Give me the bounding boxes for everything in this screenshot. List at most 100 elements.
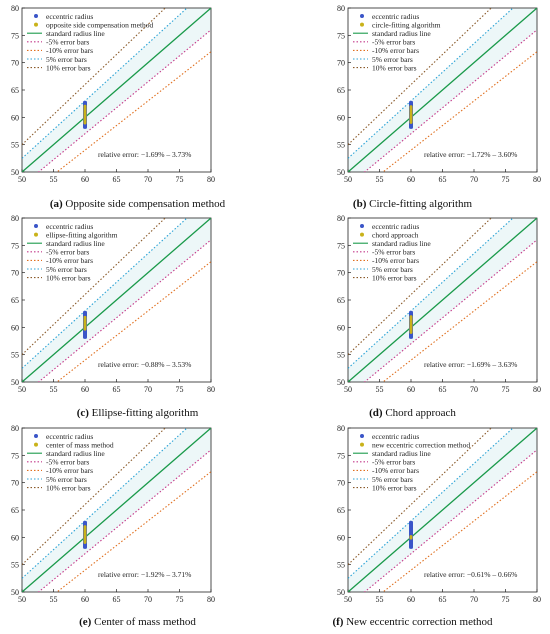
caption-b: (b) Circle-fitting algorithm bbox=[275, 198, 550, 210]
x-tick-label-f-75: 75 bbox=[502, 595, 510, 604]
y-tick-label-e-50: 50 bbox=[11, 588, 19, 597]
x-tick-label-d-55: 55 bbox=[376, 385, 384, 394]
y-tick-label-b-65: 65 bbox=[337, 86, 345, 95]
legend-label-scatter-b: eccentric radius bbox=[372, 12, 419, 21]
scatter-method-c bbox=[83, 315, 87, 331]
line-minus5-a bbox=[37, 29, 211, 172]
x-tick-label-c-80: 80 bbox=[207, 385, 215, 394]
y-tick-label-e-65: 65 bbox=[11, 506, 19, 515]
legend-marker-method-f bbox=[360, 442, 364, 447]
legend-label-scatter-d: eccentric radius bbox=[372, 222, 419, 231]
legend-marker-method-e bbox=[34, 442, 38, 447]
y-tick-label-f-60: 60 bbox=[337, 533, 345, 542]
y-tick-label-b-55: 55 bbox=[337, 141, 345, 150]
y-tick-label-a-60: 60 bbox=[11, 113, 19, 122]
legend-label-method-d: chord approach bbox=[372, 230, 419, 239]
y-tick-label-e-80: 80 bbox=[11, 424, 19, 433]
caption-letter-d: (d) bbox=[369, 407, 383, 419]
line-minus10-c bbox=[56, 261, 211, 382]
legend-label-minus5-a: -5% error bars bbox=[46, 38, 89, 47]
legend-label-minus5-d: -5% error bars bbox=[372, 248, 415, 257]
line-standard-c bbox=[22, 218, 211, 382]
y-tick-label-c-80: 80 bbox=[11, 214, 19, 223]
x-tick-label-b-70: 70 bbox=[470, 175, 478, 184]
legend-label-plus10-d: 10% error bars bbox=[372, 273, 417, 282]
line-plus5-e bbox=[22, 428, 188, 579]
scatter-method-b bbox=[409, 105, 413, 124]
line-standard-d bbox=[348, 218, 537, 382]
line-standard-e bbox=[22, 428, 211, 592]
x-tick-label-a-80: 80 bbox=[207, 175, 215, 184]
x-tick-label-a-60: 60 bbox=[81, 175, 89, 184]
line-minus10-a bbox=[56, 51, 211, 172]
x-tick-label-d-75: 75 bbox=[502, 385, 510, 394]
y-tick-label-f-65: 65 bbox=[337, 506, 345, 515]
legend-label-minus10-e: -10% error bars bbox=[46, 466, 93, 475]
legend-marker-method-a bbox=[34, 22, 38, 27]
legend-label-method-f: new eccentric correction method bbox=[372, 440, 470, 449]
line-plus5-c bbox=[22, 218, 188, 369]
y-tick-label-e-70: 70 bbox=[11, 479, 19, 488]
relative-error-e: relative error: −1.92% – 3.71% bbox=[98, 570, 191, 579]
line-plus5-f bbox=[348, 428, 514, 579]
caption-d: (d) Chord approach bbox=[275, 407, 550, 419]
x-tick-label-f-55: 55 bbox=[376, 595, 384, 604]
x-tick-label-d-80: 80 bbox=[533, 385, 541, 394]
y-tick-label-b-70: 70 bbox=[337, 59, 345, 68]
line-standard-a bbox=[22, 8, 211, 172]
legend-label-method-c: ellipse-fitting algorithm bbox=[46, 230, 118, 239]
x-tick-label-d-60: 60 bbox=[407, 385, 415, 394]
legend-label-standard-d: standard radius line bbox=[372, 239, 431, 248]
y-tick-label-a-70: 70 bbox=[11, 59, 19, 68]
caption-c: (c) Ellipse-fitting algorithm bbox=[0, 407, 275, 419]
legend-marker-scatter-a bbox=[34, 14, 38, 18]
relative-error-b: relative error: −1.72% – 3.60% bbox=[424, 150, 517, 159]
caption-a: (a) Opposite side compensation method bbox=[0, 198, 275, 210]
x-tick-label-a-70: 70 bbox=[144, 175, 152, 184]
relative-error-c: relative error: −0.88% – 3.53% bbox=[98, 360, 191, 369]
y-tick-label-c-65: 65 bbox=[11, 296, 19, 305]
legend-marker-scatter-e bbox=[34, 434, 38, 438]
y-tick-label-d-75: 75 bbox=[337, 241, 345, 250]
x-tick-label-a-75: 75 bbox=[176, 175, 184, 184]
line-minus5-b bbox=[363, 29, 537, 172]
line-plus10-b bbox=[348, 8, 492, 146]
y-tick-label-b-50: 50 bbox=[337, 168, 345, 177]
line-plus10-e bbox=[22, 428, 166, 566]
x-tick-label-b-75: 75 bbox=[502, 175, 510, 184]
legend-label-method-e: center of mass method bbox=[46, 440, 114, 449]
caption-e: (e) Center of mass method bbox=[0, 616, 275, 628]
x-tick-label-c-60: 60 bbox=[81, 385, 89, 394]
caption-text-d: Chord approach bbox=[385, 407, 456, 419]
caption-text-b: Circle-fitting algorithm bbox=[369, 198, 473, 210]
legend-label-standard-b: standard radius line bbox=[372, 29, 431, 38]
line-minus5-e bbox=[37, 449, 211, 592]
legend-label-minus10-b: -10% error bars bbox=[372, 46, 419, 55]
legend-marker-scatter-f bbox=[360, 434, 364, 438]
legend-label-plus5-d: 5% error bars bbox=[372, 265, 413, 274]
caption-text-a: Opposite side compensation method bbox=[65, 198, 226, 210]
legend-label-minus10-f: -10% error bars bbox=[372, 466, 419, 475]
y-tick-label-c-75: 75 bbox=[11, 241, 19, 250]
y-tick-label-a-55: 55 bbox=[11, 141, 19, 150]
x-tick-label-e-75: 75 bbox=[176, 595, 184, 604]
legend-marker-scatter-b bbox=[360, 14, 364, 18]
legend-label-minus5-c: -5% error bars bbox=[46, 248, 89, 257]
line-minus10-d bbox=[382, 261, 537, 382]
line-plus10-f bbox=[348, 428, 492, 566]
legend-label-plus10-e: 10% error bars bbox=[46, 483, 91, 492]
x-tick-label-e-65: 65 bbox=[113, 595, 121, 604]
scatter-method-e bbox=[83, 525, 87, 544]
x-tick-label-e-60: 60 bbox=[81, 595, 89, 604]
caption-f: (f) New eccentric correction method bbox=[275, 616, 550, 628]
caption-letter-e: (e) bbox=[79, 616, 92, 628]
legend-label-plus5-f: 5% error bars bbox=[372, 475, 413, 484]
scatter-eccentric-radius-f bbox=[409, 520, 413, 549]
scatter-method-f bbox=[409, 535, 413, 540]
x-tick-label-e-70: 70 bbox=[144, 595, 152, 604]
